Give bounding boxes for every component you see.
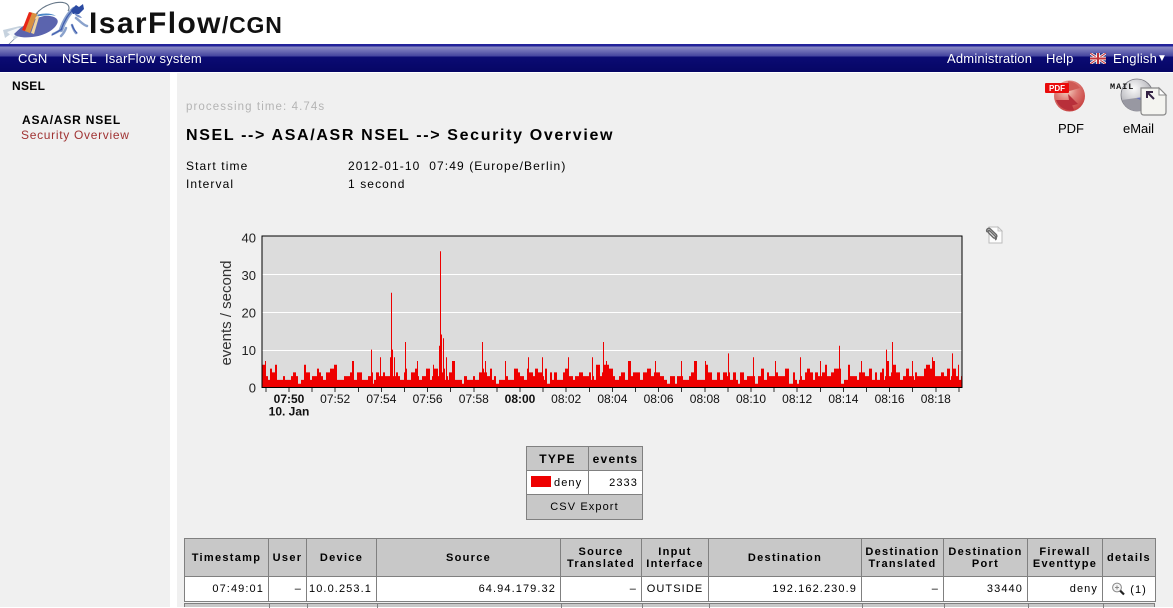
svg-text:07:58: 07:58 — [459, 392, 489, 406]
svg-text:30: 30 — [242, 268, 256, 283]
svg-text:07:50: 07:50 — [274, 392, 305, 406]
svg-text:08:12: 08:12 — [782, 392, 812, 406]
svg-text:08:02: 08:02 — [551, 392, 581, 406]
svg-text:08:04: 08:04 — [597, 392, 627, 406]
svg-text:07:56: 07:56 — [413, 392, 443, 406]
svg-text:PDF: PDF — [1049, 84, 1065, 93]
svg-text:events / second: events / second — [218, 260, 235, 365]
svg-text:08:08: 08:08 — [690, 392, 720, 406]
svg-text:10. Jan: 10. Jan — [269, 405, 310, 419]
svg-text:08:10: 08:10 — [736, 392, 766, 406]
svg-text:07:52: 07:52 — [320, 392, 350, 406]
svg-text:08:18: 08:18 — [921, 392, 951, 406]
svg-text:08:06: 08:06 — [644, 392, 674, 406]
svg-text:10: 10 — [242, 343, 256, 358]
svg-text:08:00: 08:00 — [505, 392, 536, 406]
svg-text:08:16: 08:16 — [875, 392, 905, 406]
svg-text:20: 20 — [242, 306, 256, 321]
svg-text:08:14: 08:14 — [828, 392, 858, 406]
svg-text:40: 40 — [242, 231, 256, 246]
svg-text:0: 0 — [249, 381, 256, 396]
svg-text:MAIL: MAIL — [1110, 82, 1134, 92]
svg-text:07:54: 07:54 — [366, 392, 396, 406]
